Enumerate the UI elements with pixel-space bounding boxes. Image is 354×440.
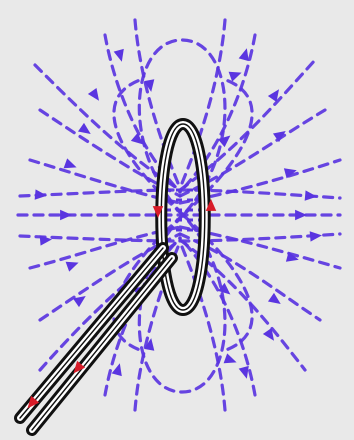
field-direction-arrow bbox=[77, 122, 91, 135]
field-direction-arrow bbox=[238, 48, 249, 62]
magnetic-field-line bbox=[133, 18, 182, 190]
current-direction-arrow bbox=[27, 395, 40, 409]
field-direction-arrow bbox=[217, 282, 231, 295]
field-direction-arrow bbox=[238, 365, 249, 379]
field-direction-arrow bbox=[309, 231, 322, 242]
field-direction-arrow bbox=[34, 189, 47, 200]
magnetic-field-line bbox=[178, 240, 227, 412]
field-direction-arrow bbox=[228, 71, 242, 82]
magnetic-field-line bbox=[178, 33, 257, 194]
wire-core bbox=[19, 247, 164, 419]
field-direction-arrow bbox=[113, 48, 124, 62]
field-direction-arrow bbox=[39, 235, 52, 246]
field-direction-arrow bbox=[283, 168, 297, 179]
field-direction-arrow bbox=[272, 130, 286, 143]
magnetic-field-line bbox=[137, 38, 227, 217]
field-direction-arrow bbox=[267, 89, 280, 103]
current-direction-arrow bbox=[205, 199, 217, 211]
magnetic-field-line bbox=[178, 236, 257, 397]
current-direction-arrow bbox=[73, 360, 86, 374]
current-direction-arrow bbox=[152, 206, 164, 218]
field-direction-arrow bbox=[285, 251, 299, 262]
field-direction-arrow bbox=[130, 132, 144, 145]
magnetic-field-line bbox=[133, 240, 182, 412]
field-direction-arrow bbox=[63, 158, 77, 169]
current-loop-wire bbox=[14, 118, 211, 436]
field-direction-arrow bbox=[223, 353, 237, 364]
field-direction-arrow bbox=[304, 190, 317, 201]
current-arrows bbox=[27, 199, 217, 409]
field-direction-arrow bbox=[217, 135, 231, 148]
field-direction-arrow bbox=[65, 261, 79, 272]
magnetic-field-line bbox=[178, 18, 227, 190]
field-direction-arrow bbox=[143, 79, 155, 92]
wire-core bbox=[31, 257, 173, 431]
field-direction-arrow bbox=[143, 338, 155, 351]
wire-core bbox=[160, 123, 206, 311]
field-direction-arrow bbox=[267, 292, 281, 305]
field-direction-arrow bbox=[87, 87, 100, 101]
magnetic-field-line bbox=[103, 33, 182, 194]
field-direction-arrow bbox=[262, 327, 275, 341]
field-direction-arrow bbox=[60, 209, 72, 221]
field-direction-arrow bbox=[295, 209, 307, 221]
field-direction-arrow bbox=[72, 295, 86, 308]
field-direction-arrow bbox=[111, 363, 122, 377]
